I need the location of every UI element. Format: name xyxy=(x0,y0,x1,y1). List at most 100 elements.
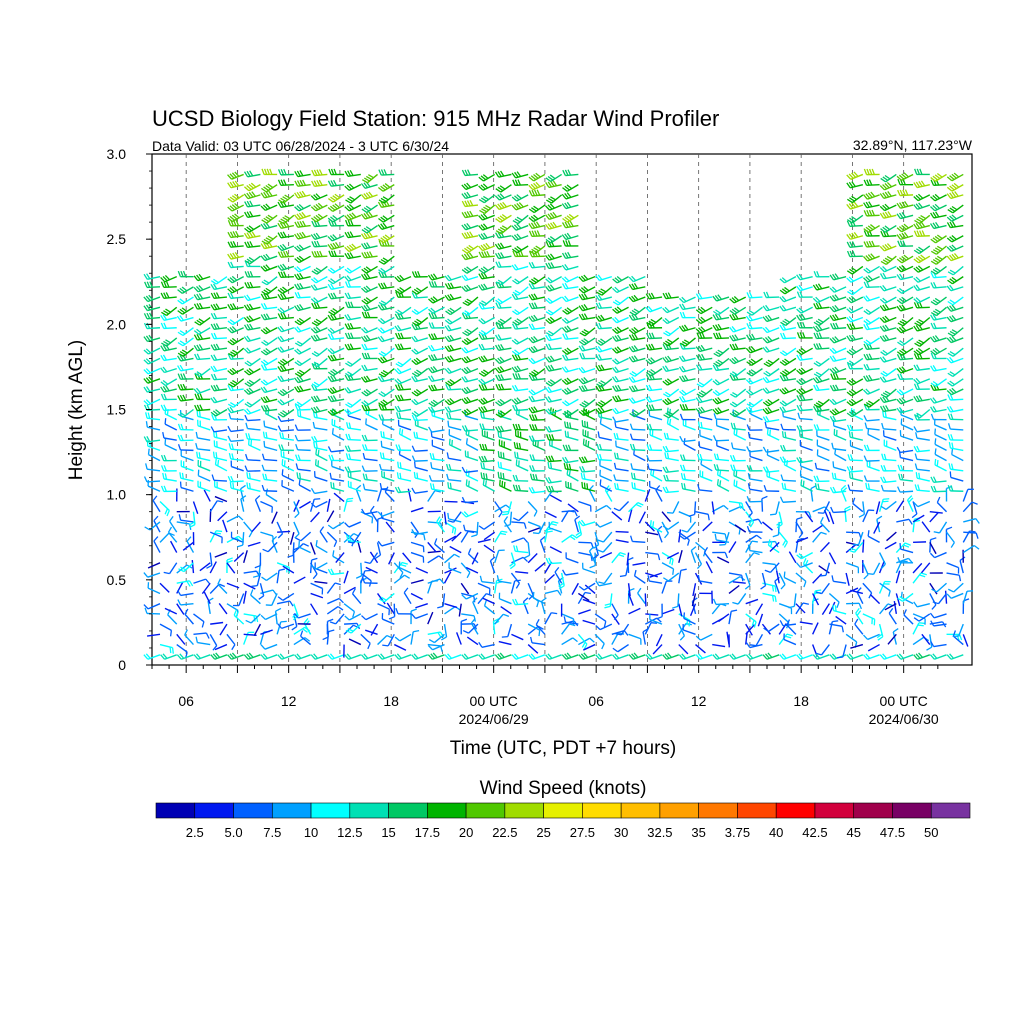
wind-barb xyxy=(897,464,914,472)
wind-barb xyxy=(510,572,520,589)
wind-barb xyxy=(645,613,659,616)
wind-barb xyxy=(512,286,529,296)
wind-barb xyxy=(179,481,194,492)
wind-barb xyxy=(951,448,964,462)
wind-barb xyxy=(846,323,863,330)
wind-barb xyxy=(247,438,261,452)
wind-barb xyxy=(494,242,512,250)
wind-barb xyxy=(779,653,797,660)
wind-barb xyxy=(762,582,777,593)
wind-barb xyxy=(478,283,495,291)
wind-barb xyxy=(344,445,361,452)
colorbar-swatch xyxy=(271,802,312,819)
wind-barb xyxy=(143,376,161,384)
wind-barb xyxy=(236,532,245,548)
wind-barb xyxy=(189,511,196,528)
wind-barb xyxy=(260,292,278,300)
wind-barb xyxy=(645,572,658,578)
wind-barb xyxy=(513,545,529,554)
wind-barb xyxy=(779,347,797,357)
wind-barb xyxy=(896,388,914,396)
wind-barb xyxy=(921,521,931,533)
wind-barb xyxy=(779,276,797,284)
wind-barb xyxy=(875,501,881,515)
wind-barb xyxy=(863,337,880,346)
wind-barb xyxy=(778,531,788,548)
wind-barb xyxy=(294,385,311,393)
wind-barb xyxy=(293,499,300,512)
wind-barb xyxy=(812,296,830,304)
wind-barb xyxy=(227,378,245,388)
wind-barb xyxy=(197,469,211,482)
wind-barb xyxy=(562,444,579,452)
wind-barb xyxy=(428,633,445,644)
wind-barb xyxy=(913,180,930,189)
wind-barb xyxy=(595,406,613,415)
wind-barb xyxy=(614,482,629,492)
wind-barb xyxy=(628,355,646,363)
wind-barb xyxy=(478,223,495,231)
wind-barb xyxy=(628,313,646,321)
wind-barb xyxy=(629,306,646,316)
wind-barb xyxy=(879,653,897,660)
wind-barb xyxy=(829,486,847,494)
wind-barb xyxy=(866,460,880,472)
wind-barb xyxy=(762,387,780,394)
x-tick-date-label: 2024/06/29 xyxy=(459,711,529,727)
wind-barb xyxy=(411,398,429,406)
wind-barb xyxy=(946,252,964,262)
wind-barb xyxy=(461,653,479,660)
wind-barb xyxy=(780,444,796,452)
wind-barb xyxy=(930,347,947,356)
wind-barb xyxy=(243,231,261,239)
wind-barb xyxy=(379,483,395,492)
wind-barb xyxy=(394,343,412,351)
wind-barb xyxy=(461,466,479,474)
wind-barb xyxy=(761,495,768,512)
wind-barb xyxy=(679,388,696,396)
colorbar-title: Wind Speed (knots) xyxy=(480,778,647,799)
wind-barb xyxy=(899,430,914,441)
wind-barb xyxy=(629,433,646,441)
wind-barb xyxy=(310,334,328,342)
wind-barb xyxy=(197,480,211,492)
wind-barb xyxy=(147,562,161,569)
wind-barb xyxy=(615,530,629,533)
wind-barb xyxy=(913,383,930,391)
wind-barb xyxy=(226,582,240,589)
wind-barb xyxy=(578,408,596,417)
wind-barb xyxy=(193,284,211,293)
wind-barb xyxy=(796,562,813,569)
wind-barb xyxy=(836,644,847,659)
wind-barb xyxy=(815,644,830,656)
wind-barb xyxy=(411,306,429,315)
wind-barb xyxy=(494,193,512,201)
wind-barb xyxy=(195,431,211,441)
wind-barb xyxy=(946,335,964,344)
wind-barb xyxy=(461,355,479,364)
wind-barb xyxy=(716,479,730,492)
wind-barb xyxy=(627,593,634,606)
wind-barb xyxy=(294,316,312,326)
wind-barb xyxy=(881,453,897,462)
wind-barb xyxy=(169,516,178,533)
wind-barb xyxy=(678,296,696,304)
wind-barb xyxy=(437,593,446,609)
wind-barb xyxy=(596,443,612,452)
wind-barb xyxy=(796,653,813,660)
wind-barb xyxy=(679,311,696,319)
wind-barb xyxy=(294,179,311,187)
wind-barb xyxy=(512,373,529,380)
wind-barb xyxy=(764,562,780,574)
wind-barb xyxy=(477,593,493,605)
wind-barb xyxy=(779,304,797,312)
wind-barb xyxy=(730,464,746,472)
wind-barb xyxy=(679,337,696,347)
wind-barb xyxy=(260,313,278,321)
wind-barb xyxy=(629,443,646,452)
wind-barb xyxy=(362,452,378,462)
wind-barb xyxy=(879,284,897,292)
wind-barb xyxy=(344,183,362,191)
wind-barb xyxy=(411,388,429,397)
wind-barb xyxy=(661,511,671,523)
